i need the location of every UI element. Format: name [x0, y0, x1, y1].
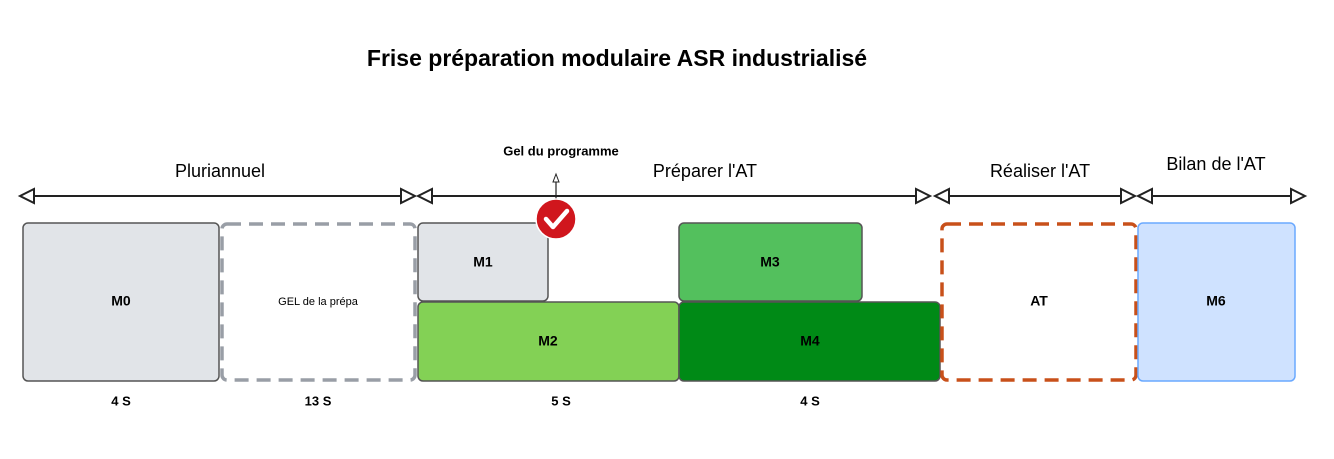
duration: 5 S — [551, 393, 571, 408]
box-label: M4 — [800, 333, 820, 349]
box-m1 — [417, 222, 549, 302]
box-gel — [220, 222, 417, 382]
timeline-arrows — [17, 187, 1308, 205]
box-m3 — [678, 222, 863, 302]
title: Frise préparation modulaire ASR industri… — [367, 45, 867, 71]
phase-label: Bilan de l'AT — [1166, 154, 1265, 174]
milestone — [535, 172, 577, 240]
box-label: AT — [1030, 293, 1048, 309]
phase-label: Réaliser l'AT — [990, 161, 1090, 181]
phase-label: Préparer l'AT — [653, 161, 757, 181]
box-label: M3 — [760, 254, 780, 270]
box-m6 — [1137, 222, 1296, 382]
box-label: M2 — [538, 333, 558, 349]
box-label: M1 — [473, 254, 493, 270]
box-label: GEL de la prépa — [278, 296, 359, 308]
box-label: M6 — [1206, 293, 1226, 309]
milestone-label: Gel du programme — [503, 143, 619, 158]
box-label: M0 — [111, 293, 131, 309]
duration: 13 S — [305, 393, 332, 408]
duration: 4 S — [800, 393, 820, 408]
phase-label: Pluriannuel — [175, 161, 265, 181]
box-m0 — [22, 222, 220, 382]
box-m4 — [678, 301, 941, 382]
box-at — [940, 222, 1138, 382]
duration: 4 S — [111, 393, 131, 408]
